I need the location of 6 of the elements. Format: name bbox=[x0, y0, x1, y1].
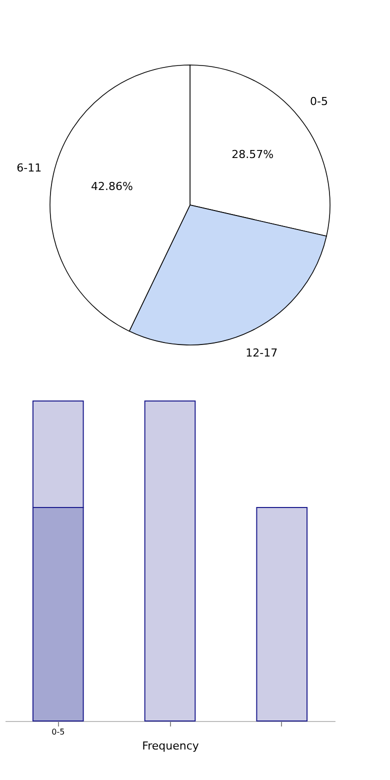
slice-label: 12-17 bbox=[246, 346, 278, 360]
data-label: 28.57% bbox=[232, 148, 274, 162]
data-label: 42.86% bbox=[91, 180, 133, 194]
x-axis-title: Frequency bbox=[142, 740, 200, 752]
slice-label: 0-5 bbox=[310, 95, 328, 108]
slice-label: 6-11 bbox=[16, 161, 42, 174]
